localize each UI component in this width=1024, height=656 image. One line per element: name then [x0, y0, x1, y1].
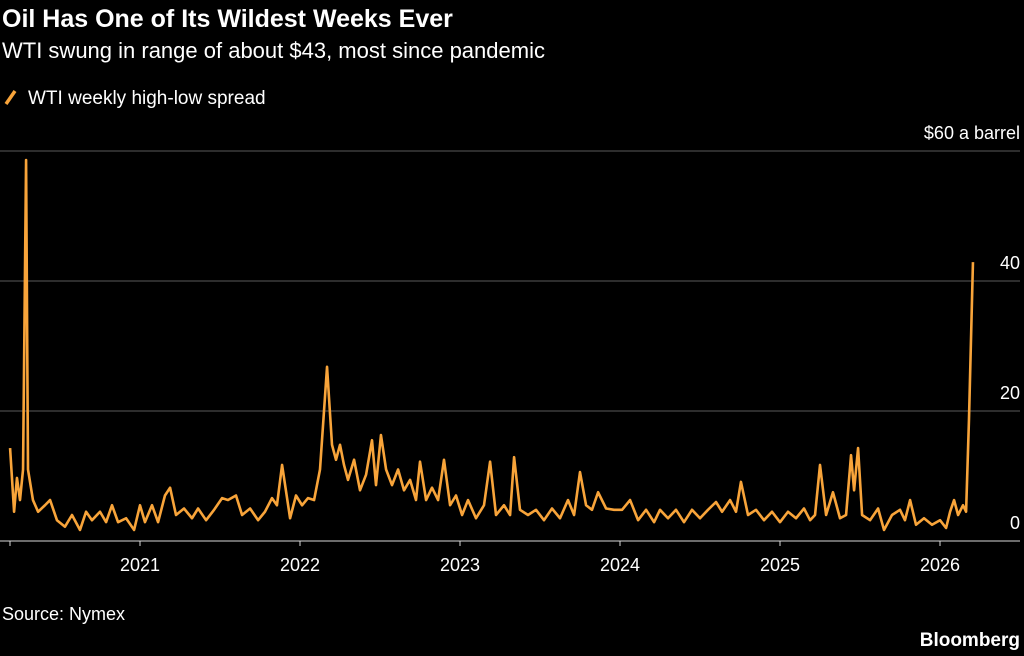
x-tick-label: 2024 [600, 555, 640, 575]
source: Source: Nymex [2, 604, 125, 624]
data-line [8, 158, 975, 532]
logo: Bloomberg [920, 630, 1020, 651]
y-tick-label: 20 [1000, 383, 1020, 403]
legend-swatch [4, 90, 17, 105]
y-tick-label: 40 [1000, 253, 1020, 273]
x-tick-label: 2025 [760, 555, 800, 575]
legend-label: WTI weekly high-low spread [28, 88, 266, 109]
x-tick-label: 2023 [440, 555, 480, 575]
chart-subtitle: WTI swung in range of about $43, most si… [2, 38, 545, 63]
x-tick-label: 2026 [920, 555, 960, 575]
x-tick-label: 2022 [280, 555, 320, 575]
x-tick-label: 2021 [120, 555, 160, 575]
chart-title: Oil Has One of Its Wildest Weeks Ever [2, 5, 453, 33]
y-tick-label: 0 [1010, 513, 1020, 533]
y-tick-label: $60 a barrel [924, 123, 1020, 143]
